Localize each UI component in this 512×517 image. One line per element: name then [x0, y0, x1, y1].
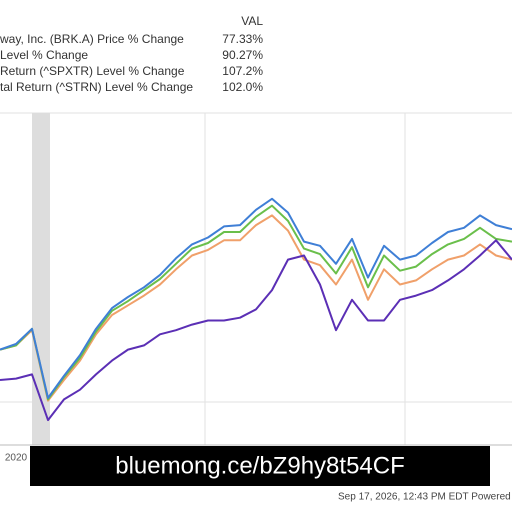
series-line	[0, 204, 512, 401]
plot-area	[0, 197, 512, 422]
legend-label: Level % Change	[0, 48, 88, 62]
legend: way, Inc. (BRK.A) Price % Change 77.33% Le…	[0, 32, 263, 94]
legend-value: 107.2%	[222, 64, 263, 78]
watermark: bluemong.ce/bZ9hy8t54CF	[115, 452, 405, 479]
watermark-box	[30, 446, 490, 486]
legend-label: way, Inc. (BRK.A) Price % Change	[0, 32, 184, 46]
recession-band	[32, 113, 50, 445]
legend-value: 77.33%	[222, 32, 263, 46]
series-line	[0, 214, 512, 402]
legend-value: 90.27%	[222, 48, 263, 62]
series-line	[0, 197, 512, 399]
footer: Sep 17, 2026, 12:43 PM EDT Powered by	[338, 492, 512, 503]
series-line	[0, 239, 512, 422]
x-tick-label: 2020	[5, 453, 28, 464]
legend-label: Return (^SPXTR) Level % Change	[0, 64, 185, 78]
legend-header: VAL	[241, 14, 263, 28]
legend-label: tal Return (^STRN) Level % Change	[0, 80, 193, 94]
legend-value: 102.0%	[222, 80, 263, 94]
